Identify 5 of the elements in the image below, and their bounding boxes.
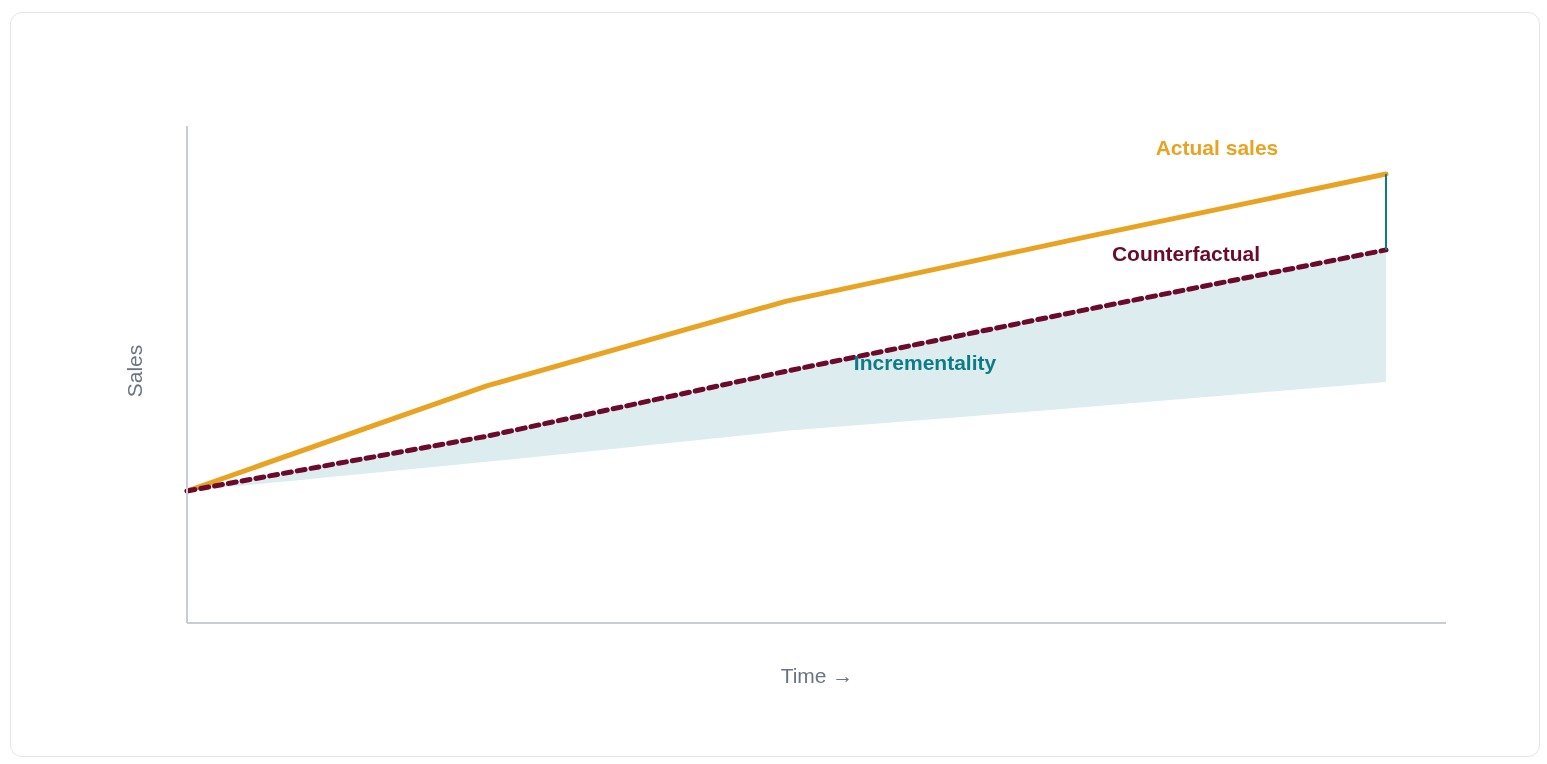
y-axis-title: Sales	[123, 344, 147, 398]
x-axis-title: Time →	[780, 664, 854, 688]
annotation: Incrementality	[853, 351, 997, 375]
series-label: Actual sales	[1155, 135, 1279, 159]
series-label: Counterfactual	[1111, 242, 1261, 266]
